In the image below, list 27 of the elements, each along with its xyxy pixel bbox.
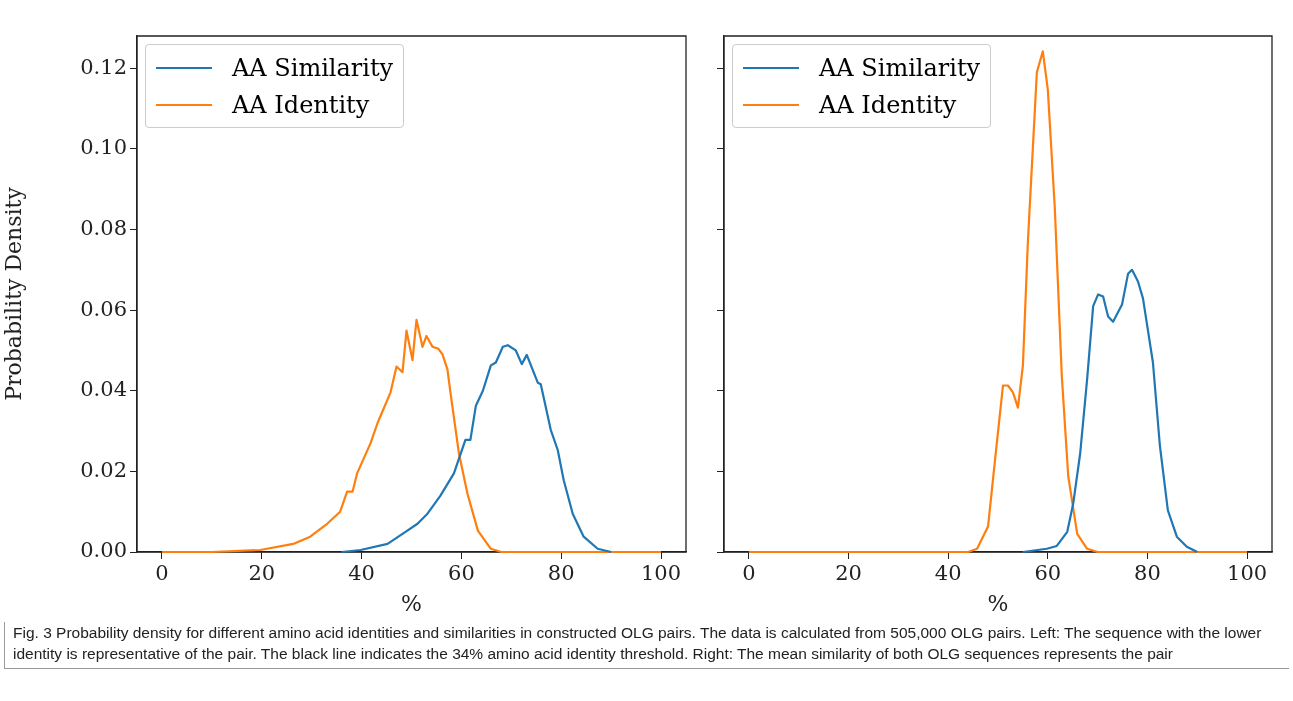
y-tick-label: 0.10 — [80, 135, 127, 160]
x-tick-label: 40 — [348, 561, 375, 586]
x-axis-title: % — [401, 590, 422, 616]
caption: Fig. 3 Probability density for different amino acid identities and similarities in constructed OLG pairs. The data is calculated from 505,000 OLG pairs. Left: The sequence with the lower identity is representative of the pair. The black line indicates the 34% amino acid identity threshold. Right: The mean similarity of both OLG sequences represents the pair — [13, 623, 1263, 664]
legend-label: AA Similarity — [819, 53, 981, 82]
x-tick-label: 80 — [1134, 561, 1161, 586]
x-tick-label: 100 — [1227, 561, 1268, 586]
y-tick-label: 0.06 — [80, 296, 127, 321]
y-axis-title: Probability Density — [0, 186, 26, 401]
x-tick-label: 100 — [641, 561, 682, 586]
x-tick-label: 80 — [547, 561, 575, 586]
x-tick-label: 20 — [248, 561, 276, 586]
y-tick-label: 0.08 — [80, 215, 127, 240]
y-tick-label: 0.04 — [80, 377, 127, 402]
legend-label: AA Identity — [819, 90, 957, 119]
x-tick-label: 60 — [1034, 561, 1062, 586]
x-tick-label: 60 — [448, 561, 475, 586]
y-tick-label: 0.12 — [80, 54, 127, 79]
x-tick-label: 0 — [155, 561, 169, 586]
legend-label: AA Similarity — [232, 53, 394, 82]
y-tick-label: 0.00 — [80, 538, 127, 563]
x-tick-label: 20 — [835, 561, 862, 586]
x-tick-label: 40 — [934, 561, 962, 586]
x-axis-title: % — [987, 590, 1009, 616]
x-tick-label: 0 — [742, 561, 756, 586]
y-tick-label: 0.02 — [80, 457, 127, 482]
legend-label: AA Identity — [232, 90, 370, 119]
